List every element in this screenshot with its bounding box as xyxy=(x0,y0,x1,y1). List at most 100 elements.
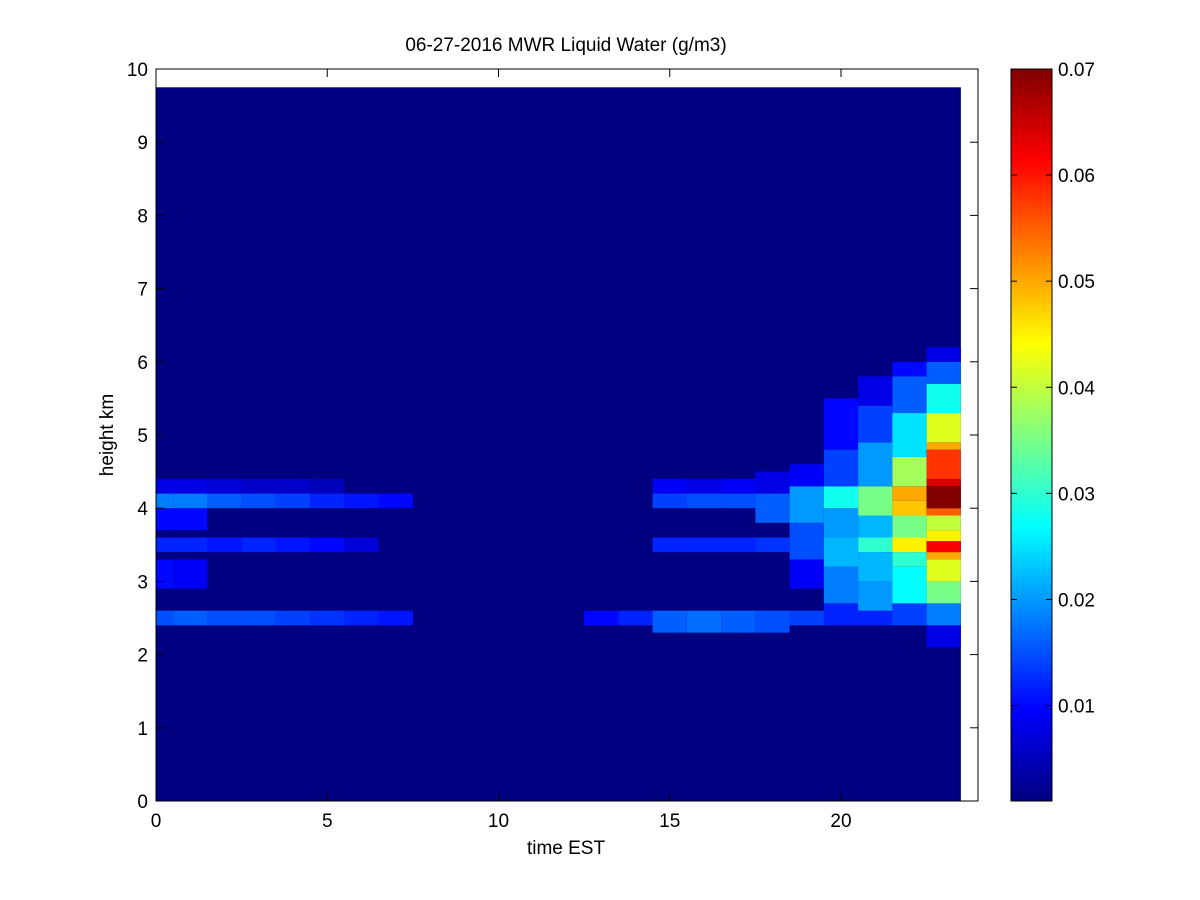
heatmap-cell xyxy=(173,508,208,531)
heatmap-cell xyxy=(241,610,276,626)
y-tick-label: 4 xyxy=(137,499,148,520)
y-tick-label: 5 xyxy=(137,426,148,447)
heatmap-cell xyxy=(207,478,242,494)
heatmap-cell xyxy=(858,376,893,406)
heatmap-cell xyxy=(858,537,893,553)
heatmap-cell xyxy=(823,398,859,450)
heatmap-cell xyxy=(858,515,893,538)
x-tick-label: 15 xyxy=(659,811,680,832)
heatmap-cell xyxy=(156,493,174,509)
heatmap-cell xyxy=(892,361,927,377)
heatmap-cell xyxy=(892,456,927,487)
heatmap-cell xyxy=(584,610,619,626)
heatmap-cell xyxy=(173,537,208,553)
colorbar-tick-label: 0.05 xyxy=(1058,272,1095,293)
heatmap-cell xyxy=(755,471,790,494)
colorbar-tick-label: 0.07 xyxy=(1058,60,1095,81)
colorbar-tick-label: 0.01 xyxy=(1058,697,1095,718)
heatmap-cell xyxy=(241,493,276,509)
x-tick-label: 5 xyxy=(322,811,333,832)
heatmap-cell xyxy=(173,559,208,589)
heatmap-cell xyxy=(686,537,722,553)
colorbar-ticks: 0.01 0.02 0.03 0.04 0.05 0.06 0.07 xyxy=(1011,60,1095,718)
heatmap-cell xyxy=(755,537,790,553)
heatmap-cell xyxy=(823,449,859,487)
colorbar: 0.01 0.02 0.03 0.04 0.05 0.06 0.07 xyxy=(1010,60,1095,802)
heatmap-cell xyxy=(789,486,824,523)
heatmap-cell xyxy=(721,478,756,494)
heatmap-cell xyxy=(823,603,859,626)
heatmap-cell xyxy=(721,537,756,553)
heatmap-cell xyxy=(789,522,824,560)
y-tick-label: 2 xyxy=(137,646,148,667)
colorbar-gradient xyxy=(1011,69,1052,801)
heatmap-cell xyxy=(156,559,174,589)
heatmap-cell xyxy=(823,508,859,538)
heatmap-cell xyxy=(858,442,893,487)
heatmap-cell xyxy=(892,566,927,604)
heatmap-cell xyxy=(344,493,379,509)
heatmap-cell xyxy=(686,610,722,633)
heatmap-cell xyxy=(789,464,824,487)
heatmap-cell xyxy=(275,537,311,553)
heatmap-cell xyxy=(926,552,961,560)
heatmap-cell xyxy=(892,537,927,553)
heatmap-cell xyxy=(156,478,174,494)
x-axis-ticks: 0 5 10 15 20 xyxy=(151,69,852,832)
heatmap-cell xyxy=(926,361,961,384)
heatmap-cell xyxy=(344,610,379,626)
y-tick-label: 0 xyxy=(137,792,148,813)
heatmap-cell xyxy=(275,493,311,509)
heatmap-cell xyxy=(858,405,893,443)
heatmap-cell xyxy=(686,493,722,509)
heatmap-cell xyxy=(926,625,961,648)
heatmap-cell xyxy=(926,442,961,450)
x-tick-label: 20 xyxy=(830,811,851,832)
y-tick-label: 6 xyxy=(137,353,148,374)
heatmap-cell xyxy=(156,508,174,531)
heatmap-cell xyxy=(755,610,790,633)
heatmap-cell xyxy=(892,413,927,457)
x-tick-label: 10 xyxy=(488,811,509,832)
heatmap-cell xyxy=(241,537,276,553)
heatmap-cell xyxy=(892,552,927,567)
heatmap-cell xyxy=(241,478,276,494)
heatmap-cell xyxy=(755,493,790,523)
heatmap-cell xyxy=(156,610,174,626)
heatmap-cell xyxy=(207,493,242,509)
heatmap-cell xyxy=(344,537,379,553)
y-tick-label: 1 xyxy=(137,719,148,740)
heatmap-cell xyxy=(275,610,311,626)
chart-title: 06-27-2016 MWR Liquid Water (g/m3) xyxy=(405,35,726,56)
heatmap-cell xyxy=(789,610,824,626)
heatmap-cell xyxy=(652,610,687,633)
heatmap-cell xyxy=(310,493,345,509)
heatmap-cell xyxy=(173,610,208,626)
heatmap-cell xyxy=(310,537,345,553)
colorbar-tick-label: 0.03 xyxy=(1058,484,1095,505)
heatmap-cell xyxy=(310,478,345,494)
heatmap-cell xyxy=(926,383,961,414)
heatmap-cell xyxy=(686,478,722,494)
heatmap-cell xyxy=(858,552,893,582)
heatmap-cell xyxy=(926,413,961,443)
heatmap-cell xyxy=(173,478,208,494)
heatmap-cell xyxy=(926,486,961,509)
y-tick-label: 3 xyxy=(137,572,148,593)
heatmap-cell xyxy=(789,559,824,589)
heatmap-cell xyxy=(926,347,961,362)
heatmap-cell xyxy=(618,610,653,626)
colorbar-tick-label: 0.06 xyxy=(1058,166,1095,187)
heatmap-cell xyxy=(926,530,961,542)
y-tick-label: 8 xyxy=(137,206,148,227)
heatmap-cell xyxy=(156,537,174,553)
y-tick-label: 10 xyxy=(127,60,148,81)
heatmap-cell xyxy=(858,486,893,516)
x-axis-label: time EST xyxy=(527,838,606,859)
colorbar-tick-label: 0.04 xyxy=(1058,378,1095,399)
heatmap-cell xyxy=(207,537,242,553)
plot-area: 0 5 10 15 20 0 1 2 3 4 5 6 7 8 9 10 xyxy=(127,60,979,832)
heatmap-cell xyxy=(858,581,893,611)
